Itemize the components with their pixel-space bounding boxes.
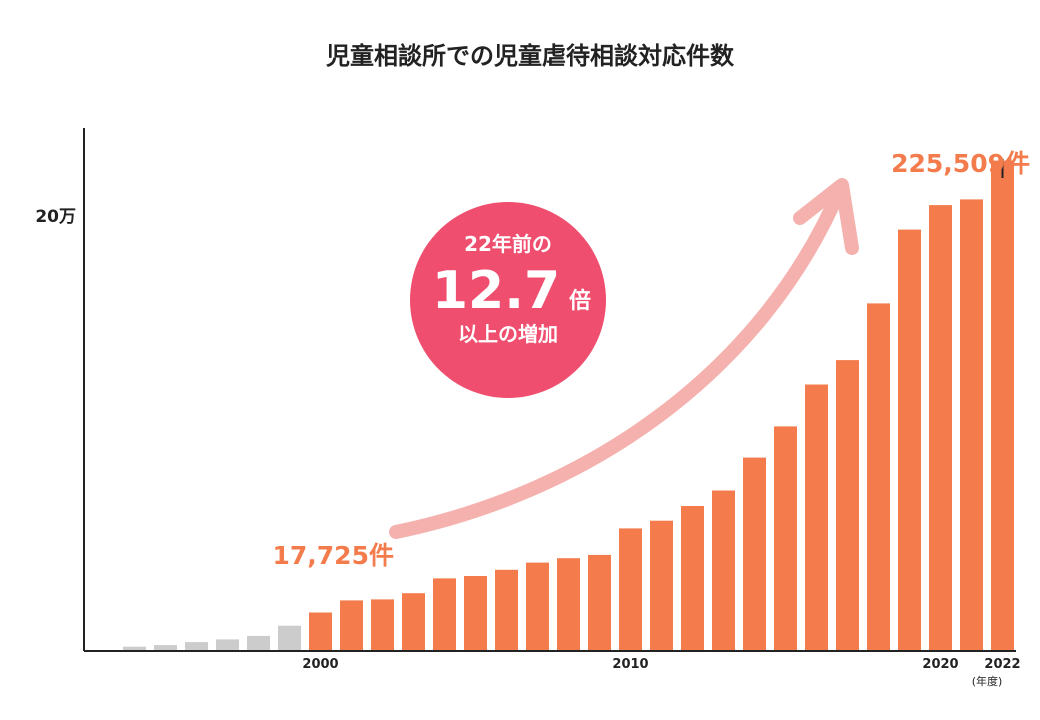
- annotations: 17,725件 225,509件: [273, 149, 1031, 570]
- x-tick-label-2010: 2010: [612, 657, 648, 672]
- callout-line1: 22年前の: [464, 232, 552, 256]
- x-tick-label-2000: 2000: [302, 657, 338, 672]
- bar-1998: [247, 635, 270, 651]
- bar-1997: [216, 639, 239, 651]
- bar-2001: [340, 600, 363, 651]
- bar-1995: [154, 645, 177, 651]
- chart-title: 児童相談所での児童虐待相談対応件数: [326, 42, 735, 70]
- bar-2013: [712, 490, 735, 651]
- end-value-label: 225,509件: [891, 149, 1030, 178]
- bar-2003: [402, 593, 425, 651]
- ticks: 20万 2000 2010 2020 2022: [35, 207, 1020, 672]
- x-tick-label-2022: 2022: [984, 657, 1020, 672]
- growth-arrow-head: [793, 178, 859, 255]
- bar-2012: [681, 506, 704, 651]
- bar-1996: [185, 642, 208, 651]
- x-tick-label-2020: 2020: [922, 657, 958, 672]
- callout-multiplier: 12.7: [432, 261, 560, 321]
- bar-2006: [495, 569, 518, 651]
- bar-2002: [371, 599, 394, 651]
- start-value-label: 17,725件: [273, 541, 394, 570]
- bar-2000: [309, 612, 332, 651]
- bar-2017: [836, 360, 859, 651]
- bar-2008: [557, 558, 580, 651]
- bars: [123, 160, 1014, 651]
- callout-suffix: 倍: [569, 288, 591, 314]
- growth-arrow-shaft: [389, 187, 845, 539]
- bar-2009: [588, 554, 611, 651]
- year-unit-label: (年度): [972, 674, 1003, 688]
- callout-circle: [410, 202, 606, 398]
- bar-2011: [650, 520, 673, 651]
- bar-2004: [433, 578, 456, 651]
- bar-2020: [929, 205, 952, 651]
- y-tick-label: 20万: [35, 207, 76, 227]
- bar-2022: [991, 160, 1014, 651]
- bar-2014: [743, 457, 766, 651]
- axes: [83, 128, 1016, 652]
- bar-2018: [867, 303, 890, 651]
- bar-2015: [774, 426, 797, 651]
- bar-2005: [464, 576, 487, 651]
- bar-2016: [805, 384, 828, 651]
- growth-arrow: [389, 178, 859, 539]
- bar-1999: [278, 625, 301, 651]
- callout-line3: 以上の増加: [458, 322, 558, 346]
- bar-2007: [526, 562, 549, 651]
- bar-2021: [960, 199, 983, 651]
- bar-2010: [619, 528, 642, 651]
- bar-1994: [123, 646, 146, 651]
- bar-2019: [898, 229, 921, 651]
